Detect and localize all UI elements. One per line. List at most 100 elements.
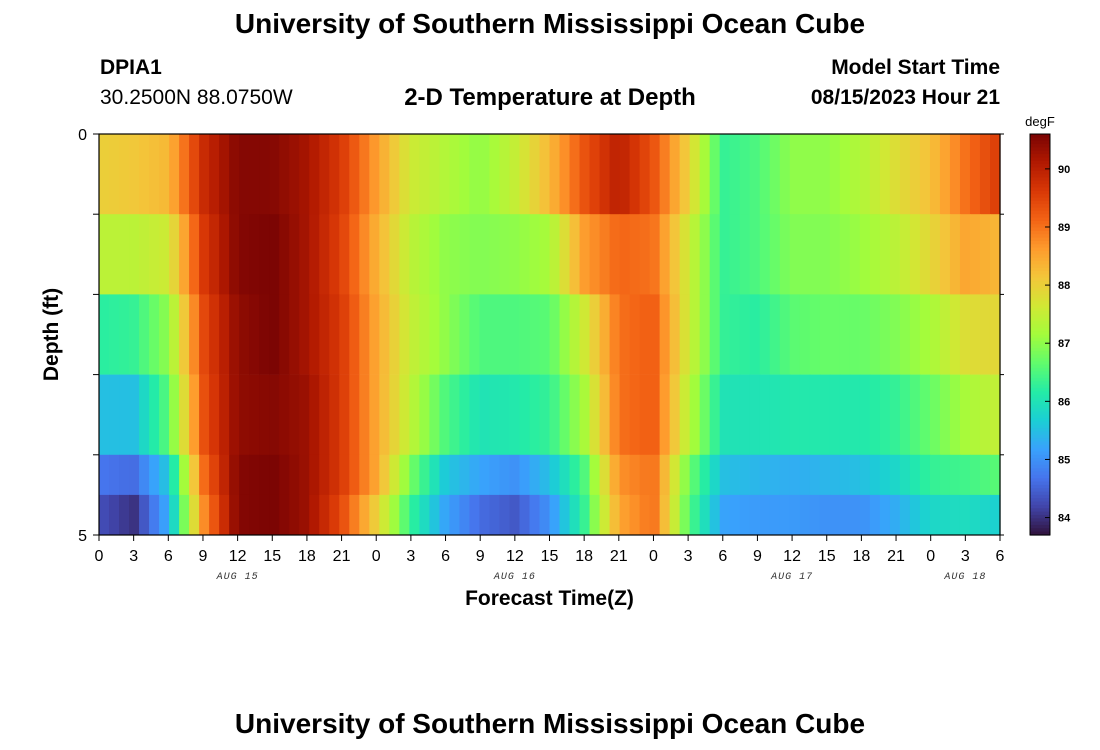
heatmap-cell <box>309 494 320 536</box>
heatmap-cell <box>729 214 741 295</box>
heatmap-cell <box>299 494 310 536</box>
heatmap-cell <box>939 294 951 375</box>
heatmap-cell <box>599 214 611 295</box>
heatmap-cell <box>699 374 711 456</box>
heatmap-cell <box>509 374 521 456</box>
model-start-label: Model Start Time <box>831 56 1000 79</box>
heatmap-cell <box>969 294 981 375</box>
heatmap-cell <box>919 494 931 536</box>
heatmap-cell <box>159 134 170 215</box>
heatmap-cell <box>109 134 120 215</box>
heatmap-cell <box>149 214 160 295</box>
heatmap-cell <box>989 294 1001 375</box>
heatmap-cell <box>689 454 701 496</box>
colorbar-swatch <box>1030 421 1050 426</box>
heatmap-cell <box>589 214 601 295</box>
heatmap-cell <box>949 454 961 496</box>
colorbar-swatch <box>1030 451 1050 456</box>
heatmap-cell <box>499 134 511 215</box>
heatmap-cell <box>229 214 240 295</box>
colorbar-swatch <box>1030 384 1050 389</box>
heatmap-cell <box>519 214 531 295</box>
heatmap-cell <box>439 374 450 456</box>
heatmap-cell <box>469 374 481 456</box>
heatmap-cell <box>679 134 691 215</box>
heatmap-cell <box>329 454 340 496</box>
x-tick-label: 3 <box>684 548 693 565</box>
heatmap-cell <box>579 494 591 536</box>
heatmap-cell <box>949 294 961 375</box>
heatmap-cell <box>669 374 681 456</box>
heatmap-cell <box>479 454 491 496</box>
colorbar-swatch <box>1030 414 1050 419</box>
x-tick-label: 15 <box>263 548 281 565</box>
heatmap-cell <box>349 214 360 295</box>
heatmap-cell <box>629 294 641 375</box>
heatmap-cell <box>509 214 521 295</box>
heatmap-cell <box>739 454 751 496</box>
heatmap-cell <box>329 494 340 536</box>
heatmap-cell <box>109 374 120 456</box>
heatmap-cell <box>179 454 190 496</box>
heatmap-cell <box>189 494 200 536</box>
heatmap-cell <box>939 134 951 215</box>
heatmap-cell <box>269 494 280 536</box>
heatmap-cell <box>919 294 931 375</box>
heatmap-cell <box>99 294 110 375</box>
heatmap-cell <box>379 134 390 215</box>
colorbar: degF 84 85 86 87 88 89 90 <box>1025 114 1071 536</box>
heatmap-cell <box>969 494 981 536</box>
heatmap-cell <box>769 454 781 496</box>
heatmap-cell <box>839 134 851 215</box>
heatmap-cell <box>939 214 951 295</box>
heatmap-cell <box>169 134 180 215</box>
heatmap-cell <box>489 494 501 536</box>
heatmap-cell <box>859 374 871 456</box>
heatmap-cell <box>219 454 230 496</box>
heatmap-cell <box>569 294 581 375</box>
heatmap-cell <box>529 214 541 295</box>
heatmap-cell <box>289 374 300 456</box>
heatmap-cell <box>129 214 140 295</box>
heatmap-cell <box>729 294 741 375</box>
heatmap-cell <box>159 494 170 536</box>
heatmap-cell <box>879 214 891 295</box>
heatmap-cell <box>679 374 691 456</box>
x-tick-label: 9 <box>476 548 485 565</box>
heatmap-cell <box>559 134 571 215</box>
colorbar-swatch <box>1030 267 1050 272</box>
heatmap-cell <box>159 214 170 295</box>
heatmap-cell <box>849 294 861 375</box>
x-tick-label: 18 <box>575 548 593 565</box>
heatmap-cell <box>329 214 340 295</box>
heatmap-cell <box>499 294 511 375</box>
heatmap-cell <box>189 294 200 375</box>
heatmap-cell <box>249 214 260 295</box>
heatmap-cell <box>399 134 410 215</box>
heatmap-cell <box>399 454 410 496</box>
heatmap-cell <box>599 494 611 536</box>
heatmap-cell <box>339 134 350 215</box>
heatmap-cell <box>799 134 811 215</box>
heatmap-cell <box>349 374 360 456</box>
heatmap-cell <box>159 294 170 375</box>
heatmap-cell <box>549 494 561 536</box>
heatmap-cell <box>549 214 561 295</box>
heatmap-cell <box>899 454 911 496</box>
heatmap-cell <box>129 454 140 496</box>
heatmap-cell <box>599 374 611 456</box>
heatmap-cell <box>609 454 621 496</box>
colorbar-swatch <box>1030 374 1050 379</box>
heatmap-cell <box>969 374 981 456</box>
heatmap-cell <box>459 294 471 375</box>
heatmap-cell <box>829 374 841 456</box>
heatmap-cell <box>929 134 941 215</box>
heatmap-cell <box>689 134 701 215</box>
colorbar-frame <box>1029 133 1051 536</box>
colorbar-swatch <box>1030 194 1050 199</box>
heatmap-cell <box>729 494 741 536</box>
heatmap-cell <box>899 494 911 536</box>
heatmap-cell <box>679 454 691 496</box>
heatmap-cell <box>739 214 751 295</box>
heatmap-cell <box>589 454 601 496</box>
